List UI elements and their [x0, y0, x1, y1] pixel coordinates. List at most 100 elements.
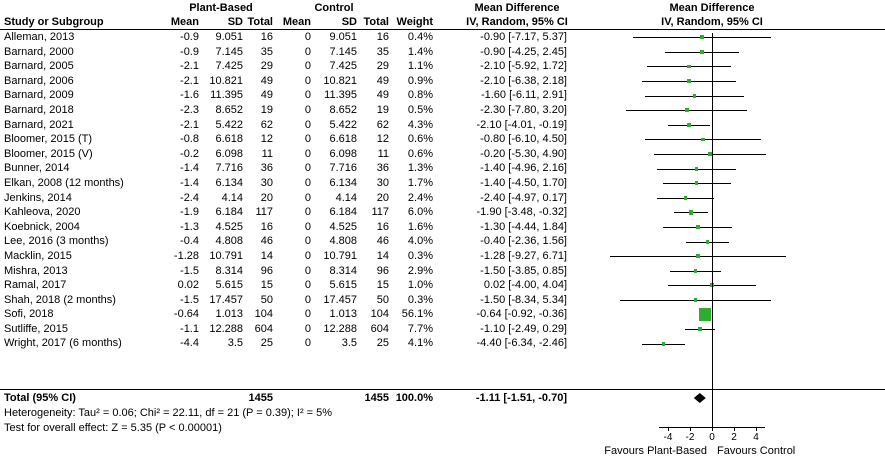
weight-value: 7.7% — [407, 322, 433, 335]
study-name: Macklin, 2015 — [4, 249, 72, 262]
study-name: Jenkins, 2014 — [4, 191, 72, 204]
study-name: Bloomer, 2015 (V) — [4, 147, 93, 160]
forest-row-plot — [570, 293, 885, 308]
c-mean-value: 0 — [304, 322, 311, 335]
group-header-plant-based: Plant-Based — [189, 2, 253, 14]
c-mean-value: 0 — [304, 206, 311, 219]
study-row: Sofi, 2018 -0.64 1.013 104 0 1.013 104 5… — [0, 307, 885, 322]
c-sd-value: 11.395 — [324, 89, 357, 102]
pb-sd-value: 8.314 — [215, 264, 243, 277]
study-name: Lee, 2016 (3 months) — [4, 235, 109, 248]
weight-value: 1.3% — [407, 162, 433, 175]
study-row: Barnard, 2000 -0.9 7.145 35 0 7.145 35 1… — [0, 45, 885, 60]
c-total-value: 604 — [370, 322, 389, 335]
pb-total-value: 35 — [260, 45, 273, 58]
col-header-c-mean: Mean — [282, 16, 311, 28]
study-name: Barnard, 2018 — [4, 103, 74, 116]
c-total-value: 62 — [376, 118, 389, 131]
weight-value: 0.8% — [407, 89, 433, 102]
effect-square — [693, 268, 698, 273]
pb-total-value: 29 — [260, 60, 273, 73]
forest-row-plot — [570, 74, 885, 89]
c-total-value: 50 — [376, 293, 389, 306]
pb-mean-value: -1.28 — [173, 249, 199, 262]
col-header-ci-plot-label: IV, Random, 95% CI — [661, 16, 763, 28]
total-row: Total (95% CI) 1455 1455 100.0% -1.11 [-… — [0, 389, 885, 406]
c-total-value: 36 — [376, 162, 389, 175]
effect-square — [687, 64, 691, 69]
study-row: Mishra, 2013 -1.5 8.314 96 0 8.314 96 2.… — [0, 264, 885, 279]
group-header-row: Plant-Based Control Mean Difference Mean… — [0, 2, 885, 15]
c-total-value: 16 — [376, 220, 389, 233]
pb-mean-value: -0.9 — [180, 45, 199, 58]
col-header-ci-plot: IV, Random, 95% CI — [570, 15, 885, 29]
pb-total-value: 117 — [255, 206, 273, 219]
c-sd-value: 7.145 — [329, 45, 357, 58]
c-total-value: 12 — [376, 133, 389, 146]
c-total-value: 30 — [376, 176, 389, 189]
pb-total-value: 12 — [260, 133, 273, 146]
forest-row-plot — [570, 220, 885, 235]
weight-value: 56.1% — [401, 308, 433, 321]
pb-mean-value: -1.5 — [180, 293, 199, 306]
weight-value: 0.6% — [407, 133, 433, 146]
effect-square — [661, 341, 666, 346]
pb-sd-value: 4.525 — [215, 220, 243, 233]
pb-mean-value: -0.64 — [173, 308, 199, 321]
c-sd-value: 10.791 — [323, 249, 357, 262]
weight-value: 0.5% — [407, 103, 433, 116]
pb-total-value: 62 — [260, 118, 273, 131]
c-total-value: 29 — [376, 60, 389, 73]
study-name: Sutliffe, 2015 — [4, 322, 69, 335]
favours-left-label: Favours Plant-Based — [604, 445, 707, 457]
md-ci-text: -1.40 [-4.50, 1.70] — [480, 176, 567, 189]
c-mean-value: 0 — [304, 45, 311, 58]
c-total-value: 117 — [371, 206, 389, 219]
pb-mean-value: -2.1 — [180, 118, 199, 131]
c-sd-value: 4.525 — [329, 220, 357, 233]
md-ci-text: -1.90 [-3.48, -0.32] — [476, 206, 568, 219]
pb-total-value: 604 — [254, 322, 273, 335]
c-mean-value: 0 — [304, 176, 311, 189]
study-name: Bloomer, 2015 (T) — [4, 133, 93, 146]
study-row: Barnard, 2009 -1.6 11.395 49 0 11.395 49… — [0, 88, 885, 103]
effect-square — [701, 137, 706, 142]
col-header-pb-total: Total — [247, 16, 273, 28]
total-c-n: 1455 — [364, 392, 389, 405]
c-total-value: 35 — [376, 45, 389, 58]
c-mean-value: 0 — [304, 103, 311, 116]
pb-mean-value: -1.4 — [180, 176, 199, 189]
c-mean-value: 0 — [304, 279, 311, 292]
pb-sd-value: 6.134 — [215, 176, 243, 189]
forest-row-plot — [570, 336, 885, 351]
forest-row-plot — [570, 191, 885, 206]
c-total-value: 96 — [376, 264, 389, 277]
c-mean-value: 0 — [304, 89, 311, 102]
col-header-study: Study or Subgroup — [4, 16, 104, 28]
weight-value: 1.0% — [407, 279, 433, 292]
study-row: Ramal, 2017 0.02 5.615 15 0 5.615 15 1.0… — [0, 278, 885, 293]
effect-square — [697, 326, 703, 332]
md-ci-text: -0.40 [-2.36, 1.56] — [480, 235, 567, 248]
col-header-pb-sd: SD — [227, 16, 243, 28]
effect-square — [689, 210, 694, 215]
pb-mean-value: -1.9 — [180, 206, 199, 219]
c-mean-value: 0 — [304, 162, 311, 175]
weight-value: 0.3% — [407, 249, 433, 262]
col-header-c-sd: SD — [341, 16, 357, 28]
pb-mean-value: -4.4 — [180, 337, 199, 350]
c-total-value: 19 — [376, 103, 389, 116]
effect-square — [700, 49, 704, 54]
pb-total-value: 49 — [260, 74, 273, 87]
pb-sd-value: 8.652 — [215, 103, 243, 116]
md-ci-text: -2.10 [-4.01, -0.19] — [476, 118, 568, 131]
pb-mean-value: -0.4 — [180, 235, 199, 248]
c-mean-value: 0 — [304, 147, 311, 160]
pb-mean-value: -1.6 — [180, 89, 199, 102]
effect-square — [698, 308, 712, 321]
pb-sd-value: 6.098 — [215, 147, 243, 160]
c-mean-value: 0 — [304, 308, 311, 321]
empty-cell — [392, 2, 436, 15]
study-name: Barnard, 2009 — [4, 89, 74, 102]
